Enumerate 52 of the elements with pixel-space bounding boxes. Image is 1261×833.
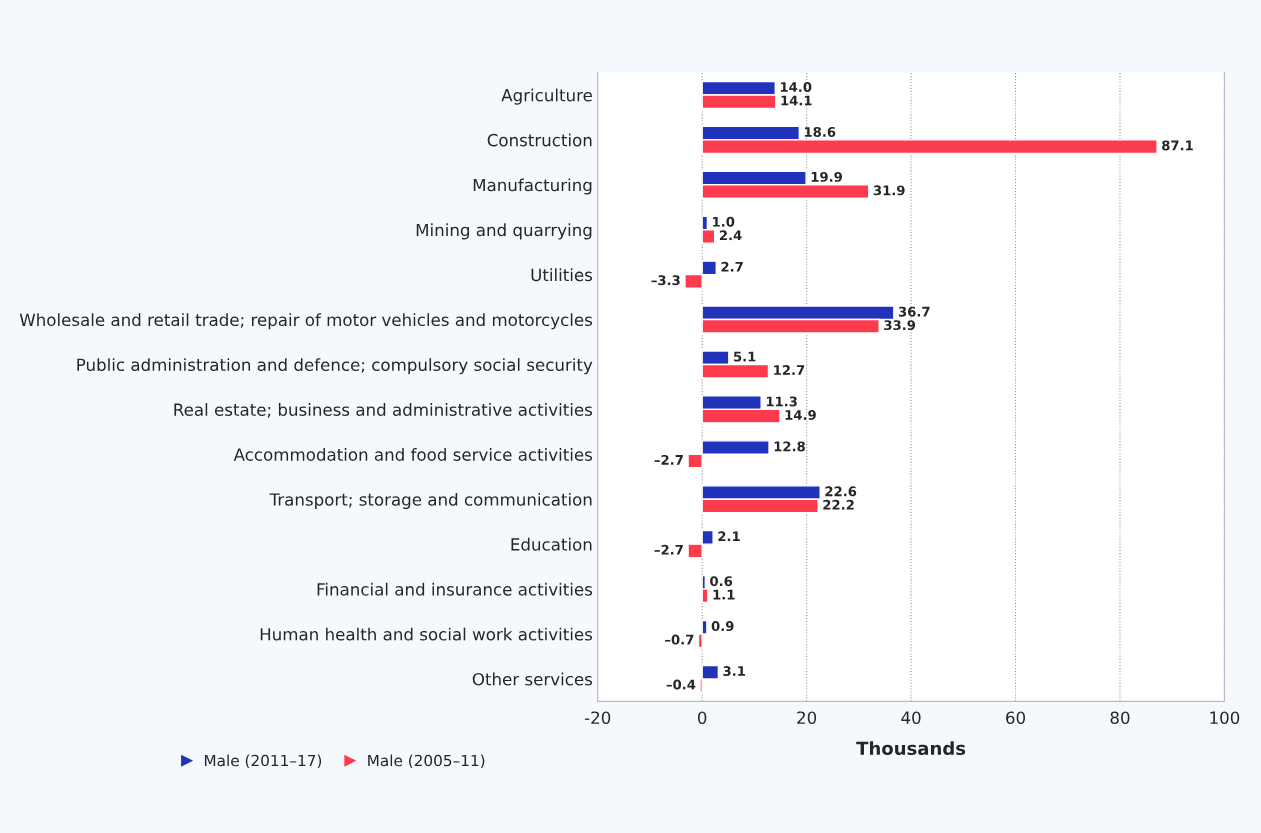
legend-label: Male (2005–11) <box>368 754 485 769</box>
data-label: 33.9 <box>884 320 916 331</box>
data-label: –0.7 <box>665 634 694 645</box>
y-tick-label: Financial and insurance activities <box>317 582 593 596</box>
data-label: –2.7 <box>654 454 683 465</box>
y-tick-label: Manufacturing <box>473 178 592 195</box>
data-label: 1.1 <box>713 589 735 600</box>
data-label: 19.9 <box>811 171 842 182</box>
data-label: 14.9 <box>785 409 816 420</box>
data-label: 87.1 <box>1162 140 1193 151</box>
x-tick-label: 0 <box>697 711 707 725</box>
y-tick-label: Accommodation and food service activities <box>233 447 593 461</box>
data-label: 14.0 <box>780 82 812 93</box>
x-tick-label: 100 <box>1210 711 1240 725</box>
data-label: –2.7 <box>654 544 683 555</box>
x-axis-title: Thousands <box>856 741 966 756</box>
data-label: 36.7 <box>898 306 930 317</box>
y-tick-label: Public administration and defence; compulsory social security <box>77 358 593 375</box>
data-label: 31.9 <box>873 185 905 196</box>
data-label: 12.8 <box>774 441 805 452</box>
data-label: 5.1 <box>733 351 756 362</box>
data-label: 3.1 <box>723 666 745 677</box>
data-label: 11.3 <box>766 396 797 407</box>
data-label: 18.6 <box>804 126 836 137</box>
data-label: 0.9 <box>711 621 734 632</box>
y-tick-label: Human health and social work activities <box>260 627 593 641</box>
x-tick-label: 80 <box>1110 711 1130 725</box>
y-tick-label: Agriculture <box>501 88 592 105</box>
data-label: 12.7 <box>774 365 805 375</box>
data-label: 22.2 <box>823 499 854 510</box>
data-label: 0.6 <box>710 576 733 587</box>
x-tick-label: 60 <box>1006 711 1026 725</box>
data-label: 14.1 <box>781 95 812 106</box>
x-tick-label: 40 <box>901 711 921 725</box>
y-tick-label: Wholesale and retail trade; repair of motor vehicles and motorcycles <box>19 313 593 330</box>
y-tick-label: Other services <box>472 672 593 686</box>
data-label: 2.7 <box>721 261 743 272</box>
x-tick-label: -20 <box>584 711 611 725</box>
y-tick-label: Utilities <box>531 268 593 282</box>
data-label: 1.0 <box>713 216 735 227</box>
data-label: 22.6 <box>825 486 857 497</box>
y-tick-label: Transport; storage and communication <box>269 492 592 510</box>
x-tick-label: 20 <box>797 711 817 725</box>
y-tick-label: Real estate; business and administrative activities <box>174 403 593 418</box>
legend-label: Male (2011–17) <box>204 754 322 769</box>
data-label: –3.3 <box>651 275 680 286</box>
data-label: 2.4 <box>719 230 742 241</box>
data-label: 2.1 <box>718 531 740 542</box>
y-tick-label: Education <box>511 537 592 551</box>
y-tick-label: Mining and quarrying <box>416 223 592 240</box>
y-tick-label: Construction <box>487 133 592 147</box>
data-label: –0.4 <box>666 679 696 690</box>
